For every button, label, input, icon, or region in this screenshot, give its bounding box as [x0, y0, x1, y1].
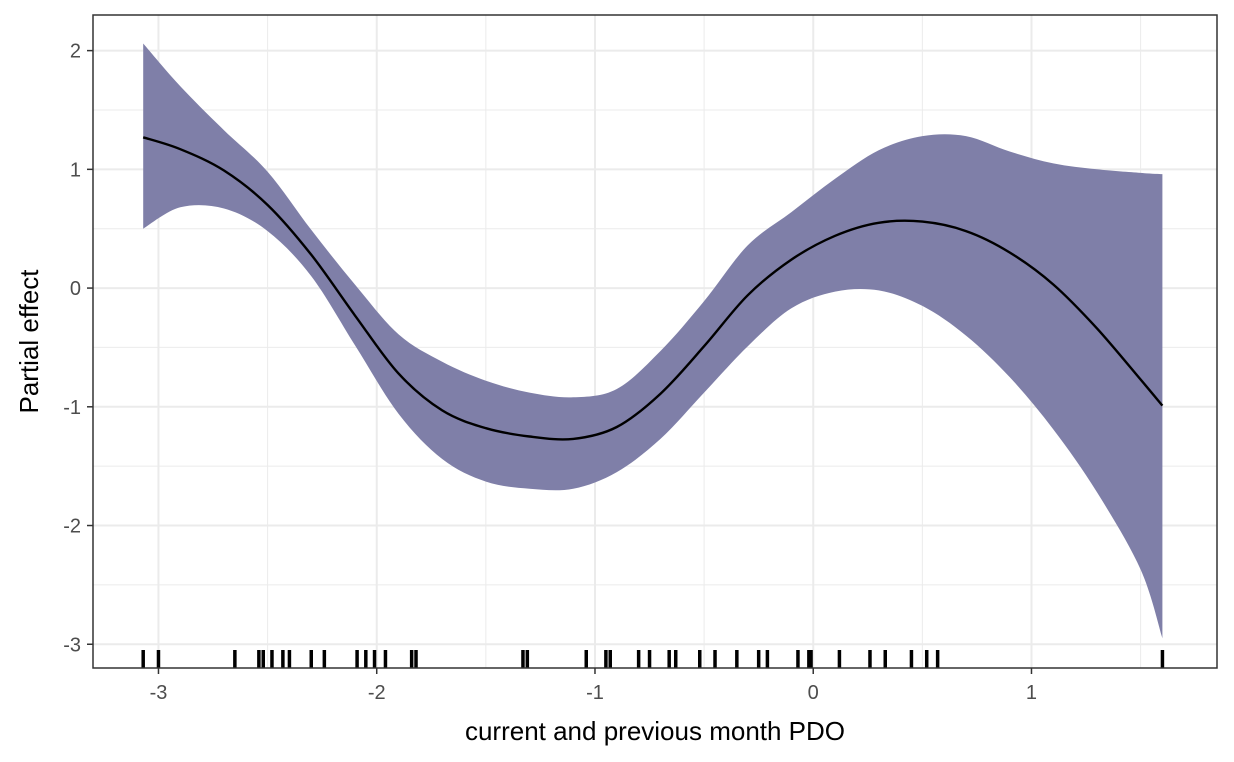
- fit-line-layer: [142, 136, 1164, 441]
- x-tick-label: 1: [1026, 682, 1037, 704]
- x-tick-label: -3: [150, 682, 168, 704]
- x-tick-label: 0: [808, 682, 819, 704]
- x-tick-label: -2: [368, 682, 386, 704]
- x-tick-label: -1: [586, 682, 604, 704]
- y-tick-label: 2: [70, 41, 81, 63]
- x-axis-title: current and previous month PDO: [465, 716, 845, 746]
- y-tick-label: -1: [63, 397, 81, 419]
- axis-ticks: [87, 49, 1033, 674]
- x-tick-labels: -3 -2 -1 0 1: [150, 682, 1037, 704]
- fit-line: [142, 136, 1164, 441]
- rug-marks: [141, 650, 1165, 668]
- y-tick-label: -2: [63, 516, 81, 538]
- y-tick-label: 1: [70, 159, 81, 181]
- confidence-ribbon-layer: [143, 43, 1163, 639]
- y-tick-label: -3: [63, 634, 81, 656]
- y-tick-label: 0: [70, 278, 81, 300]
- y-axis-title: Partial effect: [14, 269, 44, 414]
- confidence-ribbon: [143, 43, 1163, 639]
- panel-border: [92, 14, 1218, 669]
- y-tick-labels: -3 -2 -1 0 1 2: [63, 41, 81, 657]
